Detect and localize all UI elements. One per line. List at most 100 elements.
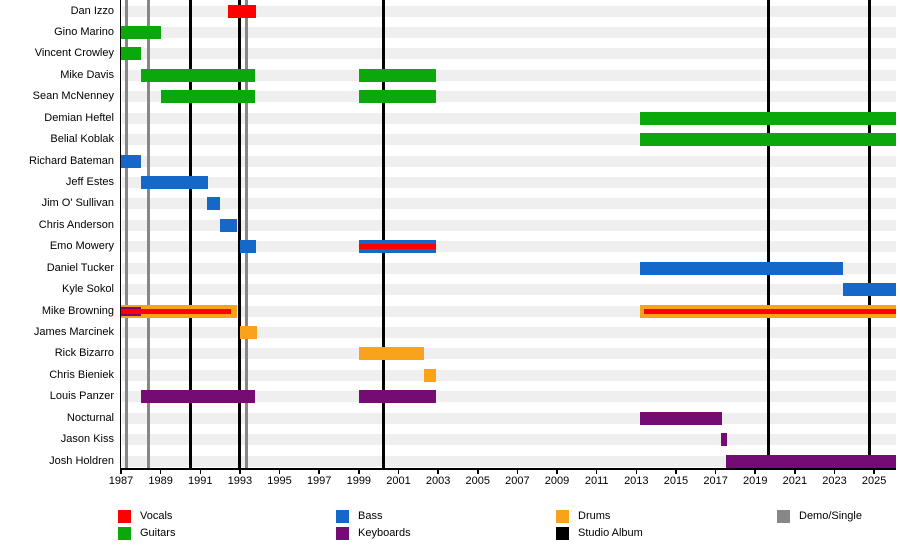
member-label: Belial Koblak bbox=[50, 133, 114, 146]
row-band bbox=[122, 198, 896, 210]
row-band bbox=[122, 134, 896, 146]
axis-tick-label: 2015 bbox=[663, 475, 689, 487]
member-label: Gino Marino bbox=[54, 25, 114, 38]
legend-label: Guitars bbox=[140, 527, 176, 539]
axis-tick bbox=[120, 469, 122, 474]
row-band bbox=[122, 305, 896, 317]
axis-tick bbox=[199, 469, 202, 474]
member-label: Chris Anderson bbox=[38, 218, 114, 231]
legend-label: Keyboards bbox=[358, 527, 411, 539]
bar-bass bbox=[239, 240, 256, 254]
row-band bbox=[122, 176, 896, 188]
row-band bbox=[122, 434, 896, 446]
axis-tick bbox=[556, 469, 558, 474]
bar-guitars bbox=[160, 90, 255, 104]
legend-swatch-vocals bbox=[118, 510, 131, 523]
y-axis-line bbox=[119, 0, 121, 468]
axis-tick bbox=[675, 469, 677, 474]
legend-label: Drums bbox=[578, 510, 611, 522]
axis-tick bbox=[278, 469, 281, 474]
axis-tick bbox=[635, 469, 638, 474]
legend-label: Vocals bbox=[140, 510, 173, 522]
axis-tick-label: 1999 bbox=[346, 475, 372, 487]
bar-guitars bbox=[640, 111, 896, 125]
axis-tick bbox=[437, 469, 439, 474]
studio-album-line bbox=[188, 0, 192, 468]
axis-tick bbox=[358, 469, 360, 474]
axis-tick-label: 1993 bbox=[227, 475, 253, 487]
axis-tick bbox=[754, 469, 756, 474]
row-band bbox=[122, 241, 896, 253]
legend-label: Demo/Single bbox=[799, 510, 862, 522]
row-band bbox=[122, 26, 896, 38]
axis-tick bbox=[239, 469, 241, 474]
member-label: Louis Panzer bbox=[49, 390, 114, 403]
legend-swatch-demo_single bbox=[777, 510, 790, 523]
axis-tick-label: 2021 bbox=[782, 475, 808, 487]
axis-tick-label: 2013 bbox=[624, 475, 649, 487]
member-label: Jim O' Sullivan bbox=[41, 197, 114, 210]
axis-tick bbox=[714, 469, 717, 474]
axis-tick-label: 2011 bbox=[584, 475, 609, 487]
bar-keyboards bbox=[358, 390, 437, 404]
row-band bbox=[122, 412, 896, 424]
axis-tick bbox=[397, 469, 400, 474]
row-band bbox=[122, 112, 896, 124]
legend-swatch-guitars bbox=[118, 527, 131, 540]
row-band bbox=[122, 219, 896, 231]
bar-bass bbox=[140, 175, 209, 189]
axis-tick bbox=[833, 469, 836, 474]
row-band bbox=[122, 455, 896, 467]
bar-vocals bbox=[121, 308, 231, 314]
member-label: Demian Heftel bbox=[44, 111, 114, 124]
row-band bbox=[122, 69, 896, 81]
row-band bbox=[122, 155, 896, 167]
row-band bbox=[122, 284, 896, 296]
row-band bbox=[122, 369, 896, 381]
row-band bbox=[122, 348, 896, 360]
member-label: Daniel Tucker bbox=[46, 261, 114, 274]
member-label: Chris Bieniek bbox=[49, 368, 114, 381]
row-band bbox=[122, 326, 896, 338]
bar-vocals bbox=[358, 244, 437, 250]
axis-tick-label: 1997 bbox=[306, 475, 332, 487]
axis-tick bbox=[794, 469, 796, 474]
legend-swatch-drums bbox=[556, 510, 569, 523]
member-label: Nocturnal bbox=[66, 411, 114, 424]
bar-bass bbox=[843, 283, 896, 297]
axis-tick bbox=[159, 469, 162, 474]
axis-tick-label: 2007 bbox=[505, 475, 530, 487]
bar-guitars bbox=[140, 68, 255, 82]
axis-tick-label: 2017 bbox=[703, 475, 728, 487]
member-label: Kyle Sokol bbox=[62, 283, 114, 296]
axis-tick-label: 2001 bbox=[386, 475, 411, 487]
member-label: James Marcinek bbox=[33, 325, 114, 338]
axis-tick-label: 2023 bbox=[822, 475, 847, 487]
bar-bass bbox=[207, 197, 221, 211]
bar-drums bbox=[358, 347, 425, 361]
bar-keyboards bbox=[140, 390, 255, 404]
bar-vocals bbox=[644, 308, 896, 314]
bar-bass bbox=[220, 218, 237, 232]
member-label: Mike Davis bbox=[60, 68, 114, 81]
x-axis-line bbox=[119, 468, 896, 470]
legend-label: Studio Album bbox=[578, 527, 643, 539]
row-band bbox=[122, 91, 896, 103]
axis-tick-label: 2009 bbox=[544, 475, 570, 487]
demo-single-line bbox=[147, 0, 151, 468]
row-band bbox=[122, 391, 896, 403]
demo-single-line bbox=[245, 0, 249, 468]
bar-keyboards bbox=[720, 433, 728, 447]
member-label: Jeff Estes bbox=[65, 175, 114, 188]
studio-album-line bbox=[382, 0, 386, 468]
studio-album-line bbox=[766, 0, 770, 468]
axis-tick-label: 2005 bbox=[465, 475, 490, 487]
demo-single-line bbox=[125, 0, 129, 468]
legend-swatch-keyboards bbox=[336, 527, 349, 540]
row-band bbox=[122, 262, 896, 274]
studio-album-line bbox=[867, 0, 871, 468]
bar-vocals bbox=[228, 4, 256, 18]
bar-bass bbox=[640, 261, 844, 275]
bar-guitars bbox=[121, 25, 161, 39]
